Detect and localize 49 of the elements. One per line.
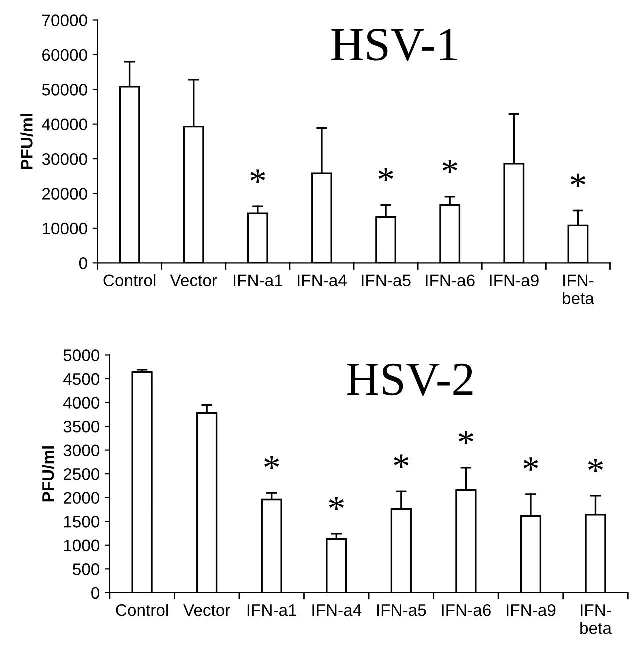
y-tick-label: 60000 xyxy=(42,49,88,62)
annotation: * xyxy=(588,459,604,472)
chart-title: HSV-1 xyxy=(332,29,457,62)
x-tick-label: IFN- beta xyxy=(580,604,612,634)
chart-title: HSV-2 xyxy=(347,364,473,396)
annotation: * xyxy=(250,170,266,183)
y-axis-title: PFU/ml xyxy=(42,446,54,502)
x-tick-label: IFN-a9 xyxy=(507,604,556,616)
y-tick-label: 30000 xyxy=(42,153,88,166)
y-tick-label: 10000 xyxy=(42,222,88,235)
annotation: * xyxy=(524,458,538,471)
y-tick-label: 500 xyxy=(73,564,100,576)
x-tick-label: IFN-a4 xyxy=(312,604,362,616)
y-tick-label: 5000 xyxy=(64,350,100,362)
x-tick-label: IFN-a6 xyxy=(426,274,475,287)
annotation: * xyxy=(329,497,344,510)
x-tick-label: IFN-a6 xyxy=(442,604,491,616)
y-tick-label: 50000 xyxy=(42,84,88,96)
x-tick-label: IFN-a1 xyxy=(234,274,283,287)
x-tick-label: Control xyxy=(104,274,156,287)
annotation: * xyxy=(570,174,586,188)
y-tick-label: 3500 xyxy=(64,420,100,433)
y-tick-label: 20000 xyxy=(42,188,88,200)
x-tick-label: IFN-a9 xyxy=(490,274,539,287)
y-tick-label: 0 xyxy=(79,258,88,270)
y-tick-label: 1000 xyxy=(64,540,100,552)
x-tick-label: Vector xyxy=(170,274,218,287)
y-tick-label: 0 xyxy=(92,587,100,600)
y-tick-label: 2000 xyxy=(64,492,100,504)
annotation: * xyxy=(442,160,458,174)
y-tick-label: 4500 xyxy=(63,373,100,386)
y-tick-label: 40000 xyxy=(42,118,88,131)
x-tick-label: Vector xyxy=(184,604,230,616)
annotation: * xyxy=(394,454,409,468)
annotation: * xyxy=(458,431,474,444)
x-tick-label: IFN-a4 xyxy=(298,274,347,287)
x-tick-label: IFN-a5 xyxy=(362,274,411,287)
y-tick-label: 70000 xyxy=(42,14,88,26)
y-axis-title: PFU/ml xyxy=(20,114,34,170)
x-tick-label: IFN- beta xyxy=(563,274,594,304)
y-tick-label: 1500 xyxy=(64,516,100,528)
y-tick-label: 2500 xyxy=(64,468,100,480)
y-tick-label: 4000 xyxy=(63,397,100,409)
x-tick-label: Control xyxy=(116,604,168,616)
x-tick-label: IFN-a5 xyxy=(377,604,426,616)
y-tick-label: 3000 xyxy=(64,444,100,457)
x-tick-label: IFN-a1 xyxy=(248,604,297,616)
annotation: * xyxy=(264,456,280,470)
annotation: * xyxy=(378,168,394,182)
